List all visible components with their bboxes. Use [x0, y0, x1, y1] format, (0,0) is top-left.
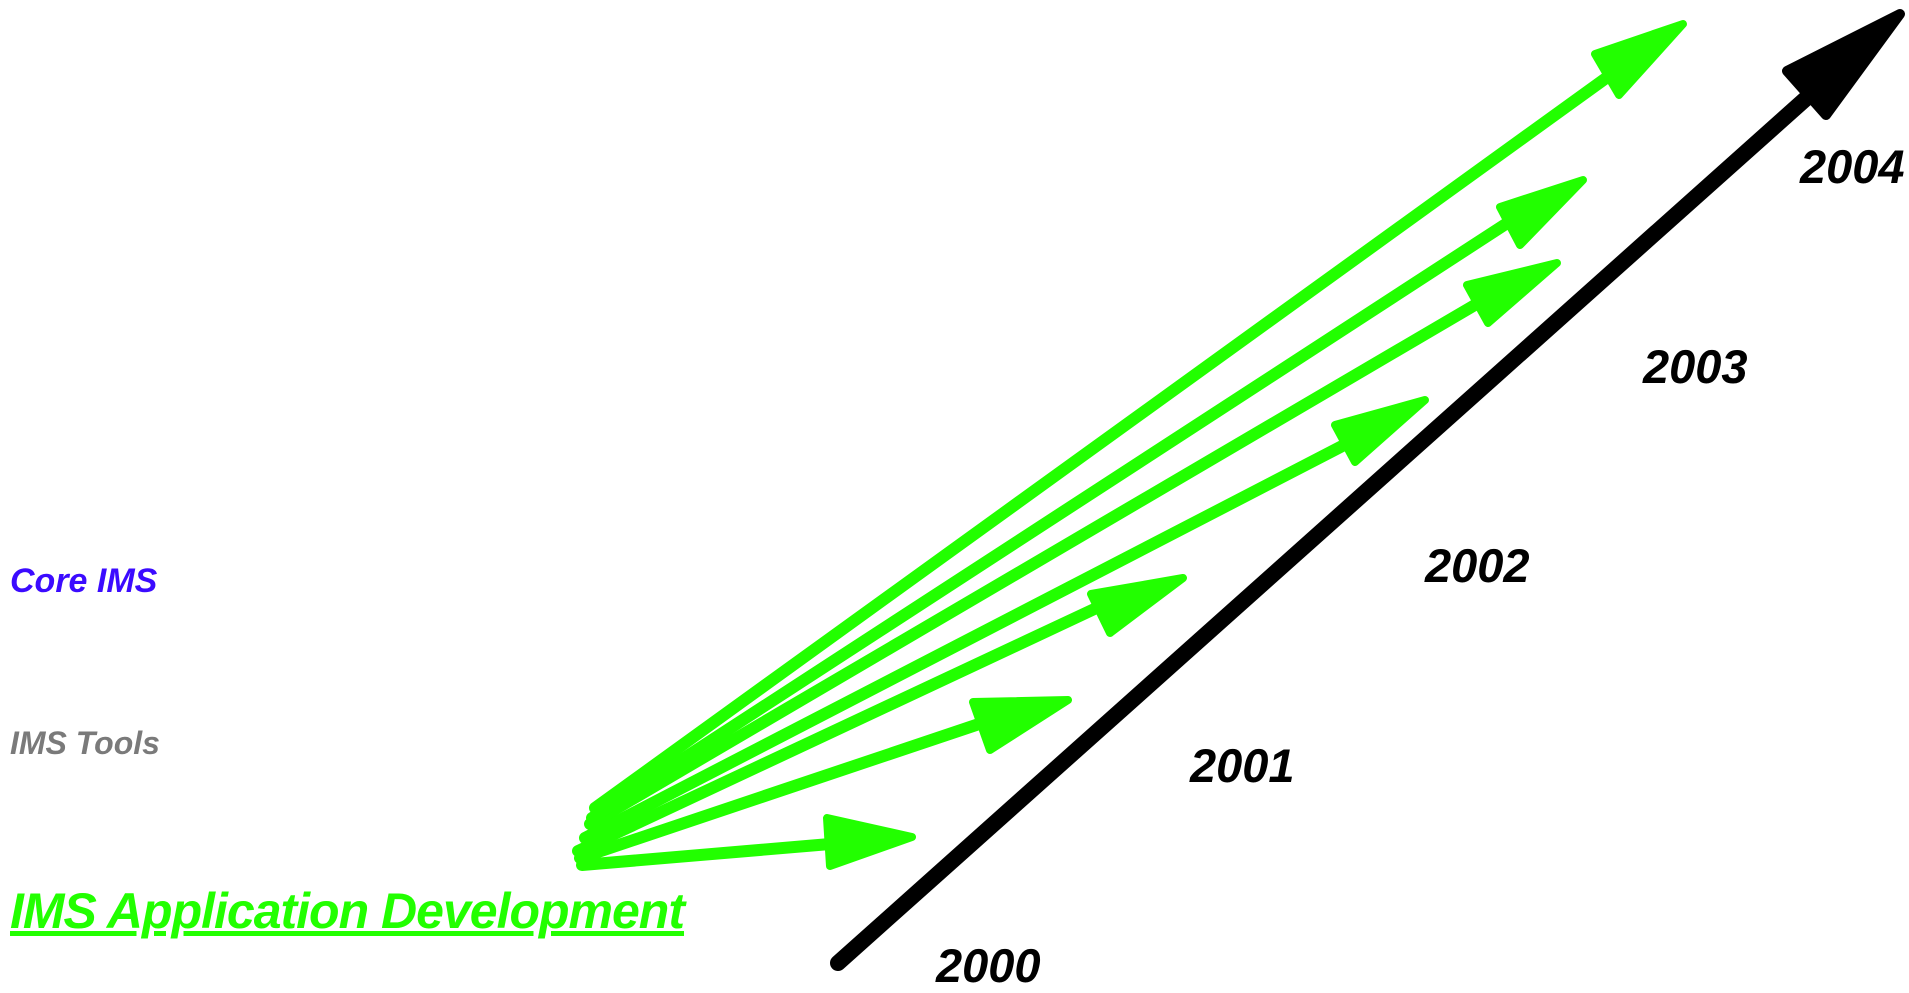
- green-arrow-6: [586, 176, 1587, 824]
- green-arrow-2: [574, 696, 1072, 864]
- green-arrow-5: [584, 259, 1561, 830]
- year-label-2000: 2000: [936, 939, 1041, 992]
- core-ims-label: Core IMS: [10, 562, 158, 600]
- year-label-2001: 2001: [1190, 739, 1295, 792]
- timeline-arrow: [830, 9, 1905, 971]
- ims-app-dev-label: IMS Application Development: [10, 883, 685, 939]
- green-arrows: [572, 20, 1687, 871]
- green-arrow-1: [576, 814, 916, 871]
- green-arrow-3: [572, 574, 1187, 857]
- year-label-2002: 2002: [1425, 539, 1530, 592]
- green-arrow-7: [589, 20, 1687, 814]
- year-label-2003: 2003: [1643, 340, 1748, 393]
- ims-tools-label: IMS Tools: [10, 725, 160, 761]
- year-label-2004: 2004: [1800, 140, 1905, 193]
- green-arrow-4: [579, 396, 1429, 844]
